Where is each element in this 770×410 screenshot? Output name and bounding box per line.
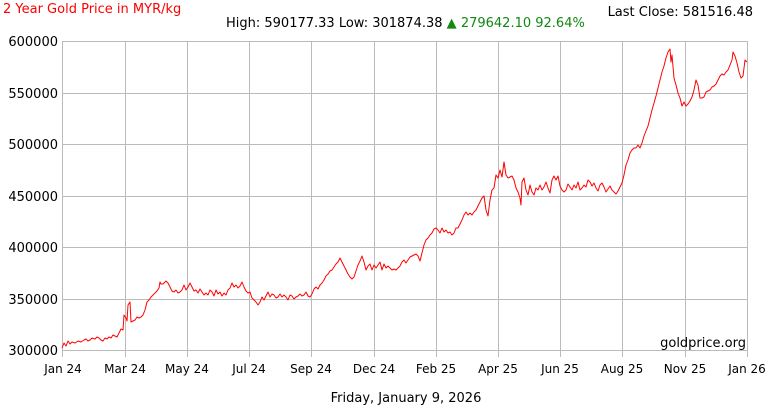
grid: [62, 41, 748, 357]
x-tick: Aug 25: [601, 362, 644, 376]
x-tick: Dec 24: [353, 362, 395, 376]
y-tick: 400000: [8, 241, 58, 256]
y-axis-labels: 600000 550000 500000 450000 400000 35000…: [8, 35, 58, 359]
price-line: [61, 48, 748, 349]
y-tick: 450000: [8, 190, 58, 205]
chart-date: Friday, January 9, 2026: [330, 391, 482, 406]
up-arrow-icon: ▲: [446, 16, 457, 31]
change-value: 279642.10 92.64%: [460, 16, 585, 31]
y-tick: 350000: [8, 293, 58, 308]
x-tick: Jan 24: [43, 362, 82, 376]
x-tick: May 24: [165, 362, 209, 376]
price-stats: High: 590177.33 Low: 301874.38 ▲ 279642.…: [226, 16, 585, 31]
high-low: High: 590177.33 Low: 301874.38: [226, 16, 443, 31]
x-axis-labels: Jan 24 Mar 24 May 24 Jul 24 Sep 24 Dec 2…: [43, 362, 766, 376]
x-tick: Nov 25: [664, 362, 707, 376]
y-tick: 600000: [8, 35, 58, 50]
y-tick: 550000: [8, 87, 58, 102]
x-tick: Feb 25: [416, 362, 456, 376]
y-tick: 300000: [8, 344, 58, 359]
last-close: Last Close: 581516.48: [607, 5, 753, 20]
x-tick: Mar 24: [104, 362, 146, 376]
x-tick: Sep 24: [290, 362, 332, 376]
x-tick: Apr 25: [478, 362, 518, 376]
x-tick: Jan 26: [727, 362, 766, 376]
watermark: goldprice.org: [660, 336, 746, 351]
y-tick: 500000: [8, 138, 58, 153]
x-tick: Jul 24: [231, 362, 266, 376]
x-tick: Jun 25: [540, 362, 579, 376]
chart-title: 2 Year Gold Price in MYR/kg: [3, 2, 182, 17]
